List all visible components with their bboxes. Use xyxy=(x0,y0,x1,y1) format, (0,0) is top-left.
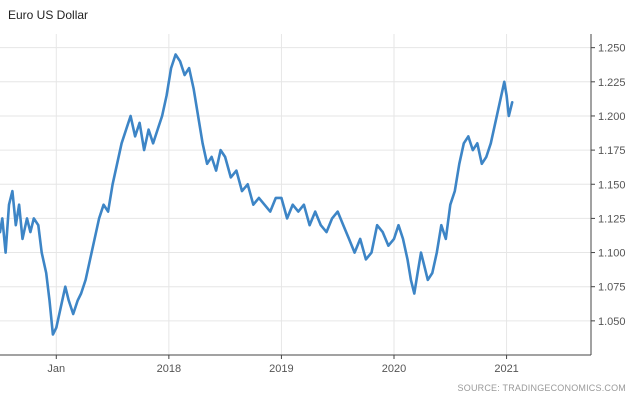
series-group xyxy=(0,53,514,336)
y-tick-label: 1.075 xyxy=(598,282,626,294)
series-line xyxy=(0,53,514,336)
x-tick-label: Jan xyxy=(47,363,65,375)
y-tick-label: 1.050 xyxy=(598,316,626,328)
y-tick-label: 1.100 xyxy=(598,248,626,260)
tick-labels: 1.050 1.075 1.100 1.125 1.150 1.175 1.200 1.225… xyxy=(47,43,625,375)
x-tick-label: 2020 xyxy=(382,363,406,375)
chart-title: Euro US Dollar xyxy=(8,8,89,22)
grid-lines xyxy=(0,34,591,355)
axes xyxy=(0,34,595,359)
x-tick-label: 2019 xyxy=(269,363,293,375)
y-tick-label: 1.150 xyxy=(598,179,626,191)
y-tick-label: 1.175 xyxy=(598,145,626,157)
x-tick-label: 2021 xyxy=(494,363,518,375)
y-tick-label: 1.125 xyxy=(598,213,626,225)
x-tick-label: 2018 xyxy=(157,363,181,375)
y-tick-label: 1.250 xyxy=(598,43,626,55)
source-label: SOURCE: TRADINGECONOMICS.COM xyxy=(457,383,626,393)
y-tick-label: 1.225 xyxy=(598,77,626,89)
y-tick-label: 1.200 xyxy=(598,111,626,123)
